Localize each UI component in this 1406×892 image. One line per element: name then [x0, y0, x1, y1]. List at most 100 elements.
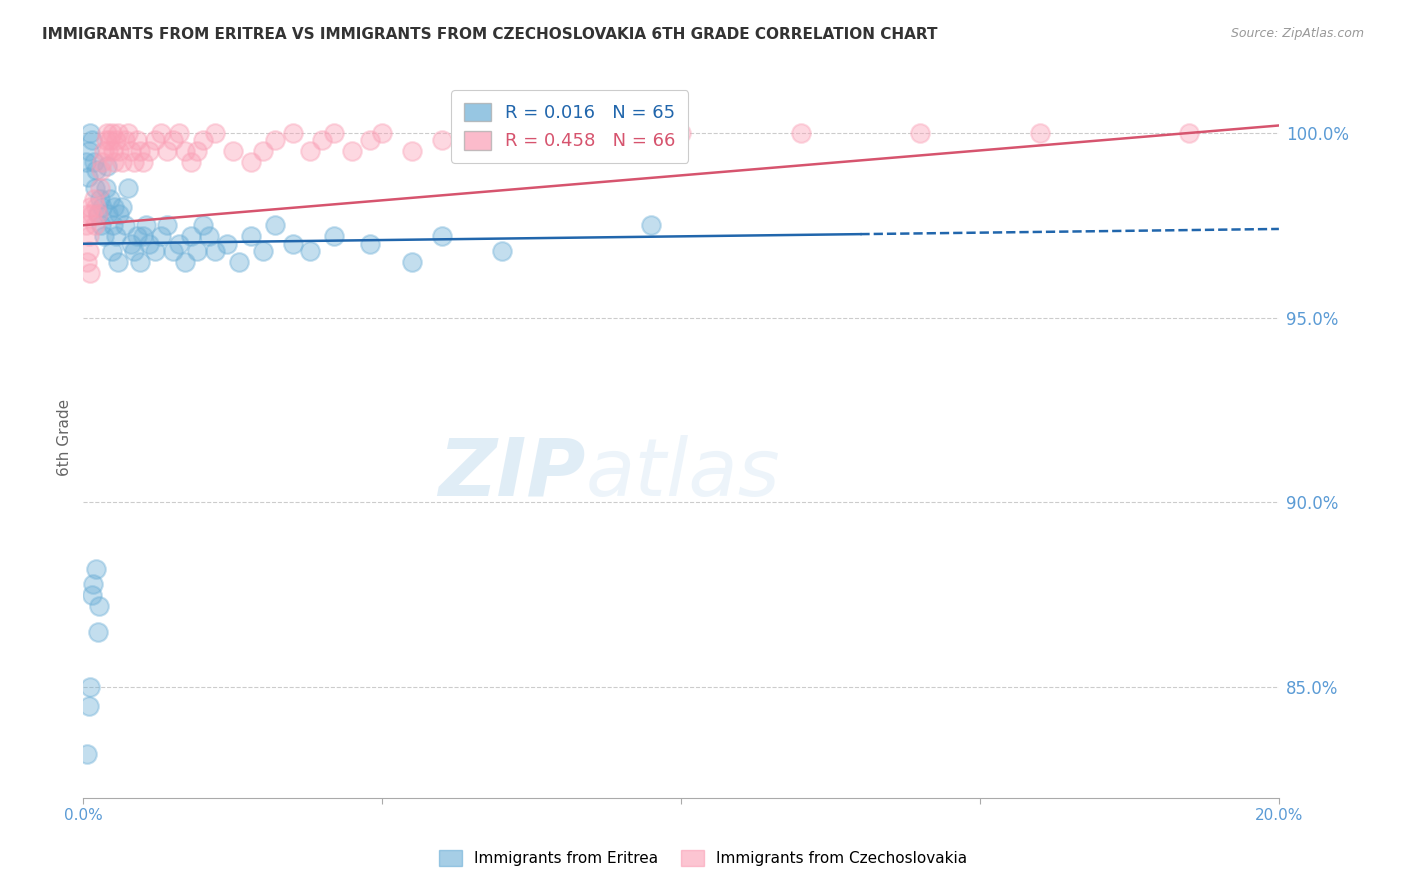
Text: Source: ZipAtlas.com: Source: ZipAtlas.com — [1230, 27, 1364, 40]
Point — [82, 576, 104, 591]
Point — [127, 229, 149, 244]
Point — [101, 219, 124, 233]
Point — [156, 145, 179, 159]
Point — [135, 219, 157, 233]
Point — [103, 200, 125, 214]
Point — [101, 126, 124, 140]
Point — [107, 255, 129, 269]
Point — [82, 207, 104, 221]
Point — [239, 229, 262, 244]
Point — [550, 145, 572, 159]
Point — [105, 229, 128, 244]
Point — [198, 229, 221, 244]
Point — [311, 133, 333, 147]
Point — [77, 244, 100, 259]
Point — [97, 145, 120, 159]
Point — [82, 133, 104, 147]
Point — [162, 133, 184, 147]
Point — [120, 236, 142, 251]
Legend: Immigrants from Eritrea, Immigrants from Czechoslovakia: Immigrants from Eritrea, Immigrants from… — [430, 841, 976, 875]
Point — [143, 133, 166, 147]
Point — [84, 219, 107, 233]
Point — [222, 145, 245, 159]
Point — [101, 145, 124, 159]
Point — [610, 133, 633, 147]
Y-axis label: 6th Grade: 6th Grade — [58, 400, 72, 476]
Point — [114, 219, 136, 233]
Point — [90, 219, 112, 233]
Point — [204, 244, 226, 259]
Point — [401, 145, 423, 159]
Point — [215, 236, 238, 251]
Point — [75, 155, 97, 169]
Point — [132, 229, 155, 244]
Point — [87, 207, 110, 221]
Point — [204, 126, 226, 140]
Point — [129, 145, 152, 159]
Point — [89, 599, 111, 613]
Point — [252, 244, 274, 259]
Point — [108, 145, 131, 159]
Point — [93, 229, 115, 244]
Point — [77, 145, 100, 159]
Point — [640, 219, 662, 233]
Point — [323, 229, 346, 244]
Point — [191, 219, 214, 233]
Point — [122, 244, 145, 259]
Point — [103, 155, 125, 169]
Point — [76, 747, 98, 761]
Point — [299, 145, 322, 159]
Point — [127, 133, 149, 147]
Point — [430, 229, 453, 244]
Point — [191, 133, 214, 147]
Point — [167, 236, 190, 251]
Point — [281, 236, 304, 251]
Point — [83, 193, 105, 207]
Point — [86, 624, 108, 639]
Point — [359, 133, 381, 147]
Point — [91, 200, 114, 214]
Point — [162, 244, 184, 259]
Point — [107, 126, 129, 140]
Point — [93, 145, 115, 159]
Text: ZIP: ZIP — [439, 434, 585, 513]
Point — [167, 126, 190, 140]
Point — [89, 193, 111, 207]
Point — [120, 145, 142, 159]
Point — [323, 126, 346, 140]
Point — [98, 133, 121, 147]
Text: IMMIGRANTS FROM ERITREA VS IMMIGRANTS FROM CZECHOSLOVAKIA 6TH GRADE CORRELATION : IMMIGRANTS FROM ERITREA VS IMMIGRANTS FR… — [42, 27, 938, 42]
Point — [122, 155, 145, 169]
Text: atlas: atlas — [585, 434, 780, 513]
Point — [281, 126, 304, 140]
Point — [228, 255, 250, 269]
Point — [76, 255, 98, 269]
Point — [84, 181, 107, 195]
Point — [430, 133, 453, 147]
Point — [114, 133, 136, 147]
Point — [87, 207, 110, 221]
Point — [129, 255, 152, 269]
Point — [94, 181, 117, 195]
Point — [101, 244, 124, 259]
Point — [143, 244, 166, 259]
Point — [105, 133, 128, 147]
Point — [98, 193, 121, 207]
Point — [77, 698, 100, 713]
Point — [111, 200, 134, 214]
Point — [491, 126, 513, 140]
Point — [77, 229, 100, 244]
Point — [789, 126, 811, 140]
Point — [359, 236, 381, 251]
Point — [491, 244, 513, 259]
Point — [150, 229, 173, 244]
Point — [94, 133, 117, 147]
Point — [91, 155, 114, 169]
Point — [299, 244, 322, 259]
Point — [117, 181, 139, 195]
Point — [97, 207, 120, 221]
Point — [79, 200, 101, 214]
Point — [96, 126, 118, 140]
Point — [86, 200, 108, 214]
Point — [138, 236, 160, 251]
